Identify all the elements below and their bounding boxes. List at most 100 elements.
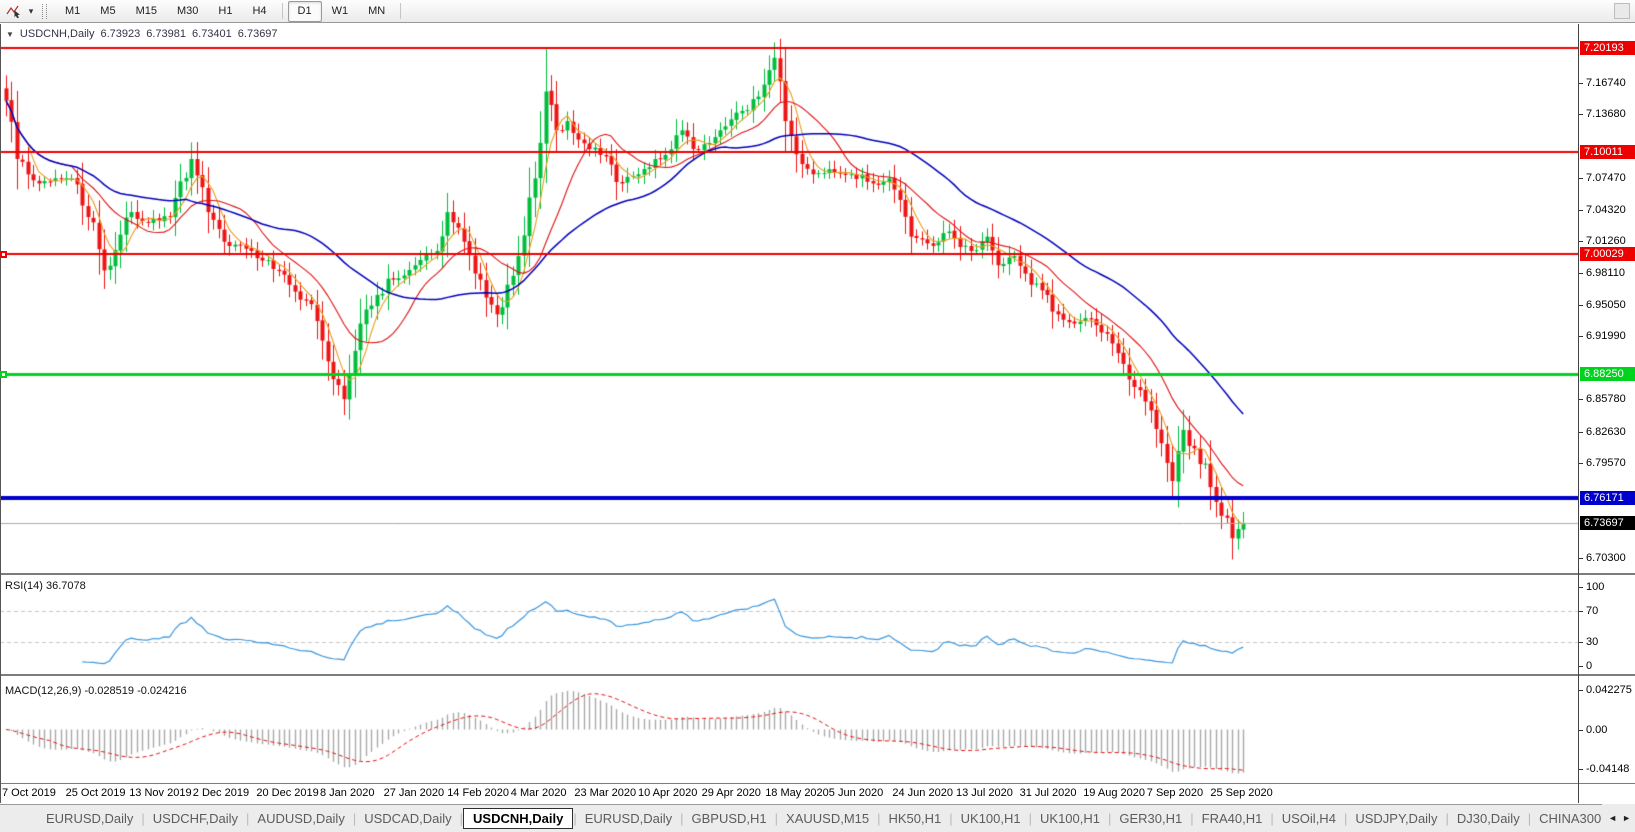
chart-cursor-icon[interactable] — [3, 2, 25, 20]
price-axis-border — [1578, 24, 1579, 803]
tab-separator: | — [1445, 811, 1449, 826]
tf-button-m5[interactable]: M5 — [100, 4, 116, 17]
caret-down-icon[interactable]: ▾ — [28, 5, 34, 16]
level-price-label[interactable]: 6.76171 — [1580, 490, 1635, 505]
tab-hk50-h1[interactable]: HK50,H1 — [888, 811, 942, 826]
tab-fra40-h1[interactable]: FRA40,H1 — [1201, 811, 1263, 826]
tab-ger30-h1[interactable]: GER30,H1 — [1119, 811, 1183, 826]
tab-separator: | — [1270, 811, 1274, 826]
tab-dj30-daily[interactable]: DJ30,Daily — [1456, 811, 1520, 826]
macd-tick-mark — [1579, 689, 1583, 691]
chart-ohlc-info: ▼ USDCNH,Daily 6.73923 6.73981 6.73401 6… — [6, 28, 278, 40]
level-price-label[interactable]: 6.88250 — [1580, 367, 1635, 382]
tf-button-h1[interactable]: H1 — [218, 4, 233, 17]
tab-separator: | — [1108, 811, 1112, 826]
pane-divider[interactable] — [0, 674, 1635, 676]
rsi-tick-mark — [1579, 666, 1583, 667]
tab-separator: | — [1527, 811, 1532, 826]
tab-eurusd-daily[interactable]: EURUSD,Daily — [584, 811, 673, 826]
tf-button-d1[interactable]: D1 — [287, 0, 322, 22]
chart-tabs-bar: EURUSD,Daily | USDCHF,Daily | AUDUSD,Daily | U… — [0, 804, 1635, 832]
price-tick-label: 7.07470 — [1586, 171, 1626, 184]
rsi-tick-mark — [1579, 642, 1583, 644]
tab-uk100-h1[interactable]: UK100,H1 — [960, 811, 1021, 826]
macd-tick-label: -0.04148 — [1586, 762, 1630, 775]
price-tick-label: 7.13680 — [1586, 108, 1626, 121]
rsi-tick-label: 0 — [1586, 660, 1593, 672]
pane-divider[interactable] — [0, 573, 1635, 575]
rsi-tick-label: 100 — [1586, 581, 1605, 593]
time-axis-label: 10 Apr 2020 — [638, 787, 698, 799]
price-tick-mark — [1579, 114, 1583, 116]
tab-separator: | — [573, 811, 577, 826]
tf-button-m1[interactable]: M1 — [65, 4, 81, 17]
tf-button-h4[interactable]: H4 — [252, 4, 267, 17]
tab-gbpusd-h1[interactable]: GBPUSD,H1 — [691, 811, 767, 826]
price-tick-mark — [1579, 335, 1583, 337]
price-tick-mark — [1579, 399, 1583, 401]
tab-usdcnh-daily[interactable]: USDCNH,Daily — [463, 808, 574, 829]
current-price-label: 6.73697 — [1580, 515, 1635, 530]
price-tick-mark — [1579, 177, 1583, 179]
tab-audusd-daily[interactable]: AUDUSD,Daily — [257, 811, 345, 826]
toolbar-separator — [281, 3, 283, 19]
time-axis-label: 20 Dec 2019 — [256, 787, 319, 799]
tf-button-w1[interactable]: W1 — [331, 4, 349, 17]
price-tick-mark — [1579, 273, 1583, 275]
ohlc-low: 6.73401 — [192, 28, 232, 40]
tab-scroll-left-icon[interactable]: ◄ — [1608, 813, 1618, 823]
price-tick-mark — [1579, 304, 1583, 306]
ohlc-open: 6.73923 — [100, 28, 141, 40]
time-axis-label: 25 Sep 2020 — [1210, 787, 1273, 799]
tab-usdchf-daily[interactable]: USDCHF,Daily — [152, 811, 239, 826]
price-tick-label: 6.98110 — [1586, 267, 1625, 280]
tab-usdcad-daily[interactable]: USDCAD,Daily — [364, 811, 452, 826]
time-axis-label: 24 Jun 2020 — [892, 787, 953, 799]
tab-china300-h1[interactable]: CHINA300,H1 — [1539, 811, 1622, 826]
time-axis-label: 13 Nov 2019 — [129, 787, 192, 799]
level-price-label[interactable]: 7.10011 — [1580, 144, 1635, 159]
time-axis-label: 31 Jul 2020 — [1019, 787, 1077, 799]
tab-separator: | — [352, 811, 357, 826]
price-tick-mark — [1579, 462, 1583, 464]
time-axis-label: 8 Jan 2020 — [320, 787, 375, 799]
window-left-border — [0, 24, 1, 803]
tf-button-m15[interactable]: M15 — [135, 4, 157, 17]
time-axis-label: 25 Oct 2019 — [65, 787, 126, 799]
price-tick-label: 6.82630 — [1586, 425, 1626, 438]
level-left-anchor[interactable] — [0, 250, 7, 258]
tf-button-m30[interactable]: M30 — [176, 4, 199, 17]
chart-symbol-title: USDCNH,Daily — [19, 28, 95, 40]
macd-tick-label: 0.042275 — [1586, 683, 1632, 696]
level-price-label[interactable]: 7.00029 — [1580, 246, 1635, 261]
time-axis-label: 7 Oct 2019 — [2, 787, 56, 799]
macd-label: MACD(12,26,9) -0.028519 -0.024216 — [5, 685, 187, 697]
rsi-tick-label: 70 — [1586, 604, 1599, 617]
level-price-label[interactable]: 7.20193 — [1580, 40, 1635, 55]
time-axis-label: 18 May 2020 — [765, 787, 829, 799]
price-tick-mark — [1579, 241, 1583, 243]
macd-pane-canvas[interactable] — [0, 676, 1578, 783]
toolbar-grip[interactable] — [42, 3, 47, 19]
time-axis-label: 23 Mar 2020 — [574, 787, 637, 799]
tab-separator: | — [1028, 811, 1033, 826]
collapse-triangle-icon[interactable]: ▼ — [6, 29, 14, 39]
tab-eurusd-daily[interactable]: EURUSD,Daily — [46, 811, 134, 826]
tab-xauusd-m15[interactable]: XAUUSD,M15 — [786, 811, 870, 826]
time-axis-label: 19 Aug 2020 — [1083, 787, 1145, 799]
ohlc-close: 6.73697 — [237, 28, 278, 40]
price-chart-canvas[interactable] — [0, 24, 1578, 573]
rsi-tick-mark — [1579, 610, 1583, 612]
tab-usoil-h4[interactable]: USOil,H4 — [1281, 811, 1336, 826]
tf-button-mn[interactable]: MN — [368, 4, 386, 17]
toolbar-separator — [400, 3, 402, 19]
tab-usdjpy-daily[interactable]: USDJPY,Daily — [1355, 811, 1438, 826]
tab-uk100-h1[interactable]: UK100,H1 — [1040, 811, 1100, 826]
price-tick-label: 7.01260 — [1586, 235, 1626, 248]
tab-scroll-right-icon[interactable]: ► — [1622, 813, 1631, 823]
level-left-anchor[interactable] — [0, 371, 7, 379]
rsi-pane-canvas[interactable] — [0, 575, 1578, 674]
tab-separator: | — [459, 811, 464, 826]
price-tick-label: 6.85780 — [1586, 393, 1626, 406]
price-tick-mark — [1579, 431, 1583, 433]
